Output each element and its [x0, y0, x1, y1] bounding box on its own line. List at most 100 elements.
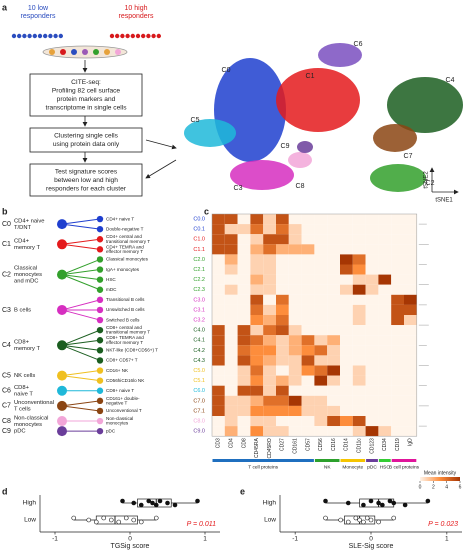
- heatmap-cell: [404, 405, 417, 416]
- group-label: Non-classical: [14, 415, 48, 421]
- heatmap-cell: [301, 264, 315, 275]
- p-value: P = 0.023: [428, 521, 458, 528]
- heatmap-cell: [263, 234, 276, 245]
- point: [146, 498, 152, 504]
- subcluster-code: C7.1: [193, 408, 205, 414]
- heatmap-cell: [224, 264, 238, 275]
- heatmap-cell: [365, 365, 379, 376]
- heatmap-cell: [391, 315, 404, 326]
- heatmap-cell: [340, 304, 353, 315]
- heatmap-cell: [276, 325, 289, 336]
- heatmap-cell: [352, 294, 366, 305]
- column-label: CD161: [293, 438, 299, 454]
- heatmap-cell: [276, 416, 289, 427]
- subcluster-label: Unswitched B cells: [106, 307, 145, 312]
- column-group-bar: [314, 459, 340, 462]
- column-group-bar: [391, 459, 417, 462]
- heatmap-cell: [391, 375, 404, 386]
- group-label: CD8+: [14, 340, 30, 346]
- heatmap-cell: [250, 416, 264, 427]
- heatmap-cell: [263, 315, 276, 326]
- heatmap-cell: [378, 416, 392, 427]
- heatmap-cell: [250, 234, 264, 245]
- heatmap-cell: [378, 304, 392, 315]
- heatmap-cell: [212, 294, 225, 305]
- subcluster-code: C3.0: [193, 297, 205, 303]
- heatmap-cell: [327, 426, 340, 437]
- heatmap-cell: [314, 254, 328, 265]
- point: [153, 515, 159, 521]
- heatmap-cell: [250, 274, 264, 285]
- heatmap-cell: [288, 304, 302, 315]
- heatmap-cell: [263, 395, 276, 406]
- subcluster-code: C3.1: [193, 307, 205, 313]
- heatmap-cell: [263, 284, 276, 295]
- group-label: and mDC: [14, 279, 38, 285]
- group-label: monocytes: [14, 272, 42, 278]
- heatmap-cell: [250, 254, 264, 265]
- subcluster-label: transitional memory T: [106, 239, 150, 244]
- subcluster-code: C4.3: [193, 358, 205, 364]
- point: [345, 500, 351, 506]
- subcluster-label: Double-negative T: [106, 226, 144, 231]
- heatmap-cell: [378, 405, 392, 416]
- heatmap-cell: [352, 416, 366, 427]
- subcluster-code: C2.3: [193, 287, 205, 293]
- heatmap-cell: [340, 315, 353, 326]
- heatmap-cell: [378, 345, 392, 356]
- heatmap-cell: [404, 325, 417, 336]
- heatmap-cell: [301, 234, 315, 245]
- heatmap-cell: [301, 345, 315, 356]
- person: [146, 33, 151, 39]
- heatmap-cell: [378, 254, 392, 265]
- group-code: C2: [2, 271, 11, 278]
- heatmap-cell: [212, 264, 225, 275]
- heatmap-cell: [352, 385, 366, 396]
- heatmap-cell: [288, 254, 302, 265]
- heatmap-cell: [237, 234, 251, 245]
- subcluster-label: Transitional B cells: [106, 297, 145, 302]
- tsne-cluster: [276, 68, 360, 132]
- subcluster-node: [96, 367, 104, 374]
- heatmap-cell: [314, 365, 328, 376]
- heatmap-cell: [314, 325, 328, 336]
- subcluster-code: C8.0: [193, 419, 205, 425]
- heatmap-cell: [340, 335, 353, 346]
- point: [376, 500, 381, 506]
- heatmap-cell: [288, 426, 302, 437]
- heatmap-cell: [237, 325, 251, 336]
- heatmap-cell: [301, 385, 315, 396]
- heatmap-cell: [224, 405, 238, 416]
- person: [151, 33, 156, 39]
- subcluster-node: [96, 256, 104, 263]
- heatmap-cell: [301, 304, 315, 315]
- tree-link: [61, 344, 101, 351]
- heatmap-cell: [391, 214, 404, 225]
- subcluster-label: effector memory T: [106, 340, 143, 345]
- cell: [82, 49, 88, 55]
- heatmap-cell: [276, 214, 289, 225]
- group-label: memory T: [14, 346, 40, 352]
- heatmap-cell: [288, 395, 302, 406]
- subcluster-code: C4.0: [193, 328, 205, 334]
- heatmap-cell: [404, 345, 417, 356]
- heatmap-cell: [314, 375, 328, 386]
- heatmap-cell: [404, 214, 417, 225]
- heatmap-cell: [250, 294, 264, 305]
- heatmap-cell: [404, 385, 417, 396]
- heatmap-cell: [314, 385, 328, 396]
- heatmap-cell: [314, 345, 328, 356]
- subcluster-node: [96, 215, 104, 223]
- cell: [60, 49, 66, 55]
- heatmap-cell: [212, 365, 225, 376]
- heatmap-cell: [327, 325, 340, 336]
- heatmap-cell: [340, 284, 353, 295]
- heatmap-cell: [276, 355, 289, 366]
- cell: [115, 49, 121, 55]
- category-label: Low: [264, 517, 276, 524]
- point: [391, 500, 397, 506]
- point: [138, 519, 144, 525]
- tree-link: [61, 243, 101, 250]
- person: [115, 33, 120, 39]
